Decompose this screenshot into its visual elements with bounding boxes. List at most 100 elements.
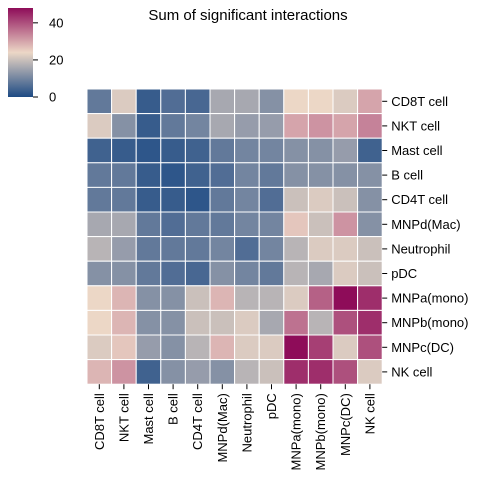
heatmap-cell-7-8 [258,236,285,262]
heatmap-cell-1-10 [307,88,334,115]
column-label-3: Mast cell [141,393,156,444]
heatmap-cell-6-10 [307,211,334,238]
heatmap-cell-7-11 [332,236,359,262]
heatmap-cell-1-6 [209,88,236,115]
heatmap-cell-3-12 [357,137,383,164]
column-label-7: Neutrophil [239,393,254,452]
heatmap-cell-8-4 [160,260,186,287]
colorbar-tick-label-2: 20 [49,52,63,67]
heatmap-cell-10-9 [283,309,309,336]
column-label-9: MNPa(mono) [289,393,304,470]
heatmap-cell-6-6 [209,211,236,238]
heatmap-cell-7-12 [357,236,383,262]
heatmap-cell-9-2 [111,285,137,311]
heatmap-cell-6-7 [234,211,260,238]
heatmap-cell-9-6 [209,285,236,311]
heatmap-cell-4-4 [160,162,186,188]
row-label-12: NK cell [391,364,432,379]
colorbar: 0 20 40 [8,8,63,105]
heatmap-cell-12-7 [234,359,260,385]
heatmap-cell-12-12 [357,359,383,385]
heatmap-cell-1-9 [283,88,309,115]
row-label-7: Neutrophil [391,241,450,256]
heatmap-cell-4-9 [283,162,309,188]
heatmap-cell-6-8 [258,211,285,238]
heatmap-cell-2-11 [332,113,359,139]
chart-title: Sum of significant interactions [148,7,347,24]
heatmap-cell-5-7 [234,186,260,213]
heatmap-cell-12-8 [258,359,285,385]
heatmap-cell-8-5 [184,260,211,287]
heatmap-cell-4-10 [307,162,334,188]
heatmap-cell-3-9 [283,137,309,164]
column-label-11: MNPc(DC) [338,393,353,456]
row-label-6: MNPd(Mac) [391,217,460,232]
row-label-11: MNPc(DC) [391,340,454,355]
heatmap-cell-7-4 [160,236,186,262]
heatmap-cell-11-2 [111,334,137,361]
heatmap-cell-7-6 [209,236,236,262]
colorbar-tick-label-1: 0 [49,90,56,105]
heatmap-cell-9-1 [86,285,113,311]
heatmap-cell-7-3 [135,236,162,262]
colorbar-tick-label-3: 40 [49,15,63,30]
heatmap-cell-10-5 [184,309,211,336]
column-label-10: MNPb(mono) [313,393,328,470]
heatmap-cell-12-6 [209,359,236,385]
heatmap-cell-1-3 [135,88,162,115]
row-label-10: MNPb(mono) [391,315,468,330]
heatmap-cell-7-1 [86,236,113,262]
row-label-3: Mast cell [391,143,442,158]
column-label-2: NKT cell [116,393,131,442]
heatmap-cell-3-11 [332,137,359,164]
heatmap-cell-10-12 [357,309,383,336]
heatmap-cell-9-7 [234,285,260,311]
heatmap-cell-2-12 [357,113,383,139]
heatmap-cell-10-11 [332,309,359,336]
heatmap-cell-3-10 [307,137,334,164]
heatmap-cell-4-6 [209,162,236,188]
heatmap-cell-5-6 [209,186,236,213]
heatmap-cells [86,88,383,385]
heatmap-cell-4-5 [184,162,211,188]
heatmap-cell-12-10 [307,359,334,385]
heatmap-cell-1-2 [111,88,137,115]
heatmap-cell-11-9 [283,334,309,361]
heatmap-cell-11-6 [209,334,236,361]
heatmap-cell-7-9 [283,236,309,262]
heatmap-cell-6-9 [283,211,309,238]
heatmap-cell-10-7 [234,309,260,336]
heatmap-cell-11-11 [332,334,359,361]
column-label-6: MNPd(Mac) [215,393,230,462]
heatmap-cell-8-2 [111,260,137,287]
heatmap-cell-1-7 [234,88,260,115]
heatmap-cell-8-12 [357,260,383,287]
heatmap-cell-2-9 [283,113,309,139]
heatmap-cell-6-1 [86,211,113,238]
heatmap-cell-11-7 [234,334,260,361]
heatmap-cell-12-1 [86,359,113,385]
heatmap-cell-3-4 [160,137,186,164]
heatmap-cell-7-10 [307,236,334,262]
heatmap-cell-8-1 [86,260,113,287]
heatmap-cell-3-6 [209,137,236,164]
heatmap-cell-2-4 [160,113,186,139]
heatmap-cell-12-9 [283,359,309,385]
heatmap-cell-5-1 [86,186,113,213]
heatmap-cell-10-1 [86,309,113,336]
heatmap-cell-5-3 [135,186,162,213]
heatmap-cell-1-12 [357,88,383,115]
row-label-8: pDC [391,266,417,281]
heatmap-cell-3-8 [258,137,285,164]
heatmap-cell-6-11 [332,211,359,238]
heatmap-cell-5-12 [357,186,383,213]
heatmap-cell-10-4 [160,309,186,336]
heatmap-cell-6-4 [160,211,186,238]
heatmap-cell-2-3 [135,113,162,139]
heatmap-cell-2-7 [234,113,260,139]
heatmap-cell-3-2 [111,137,137,164]
heatmap-cell-9-5 [184,285,211,311]
heatmap-cell-10-3 [135,309,162,336]
heatmap-cell-1-5 [184,88,211,115]
